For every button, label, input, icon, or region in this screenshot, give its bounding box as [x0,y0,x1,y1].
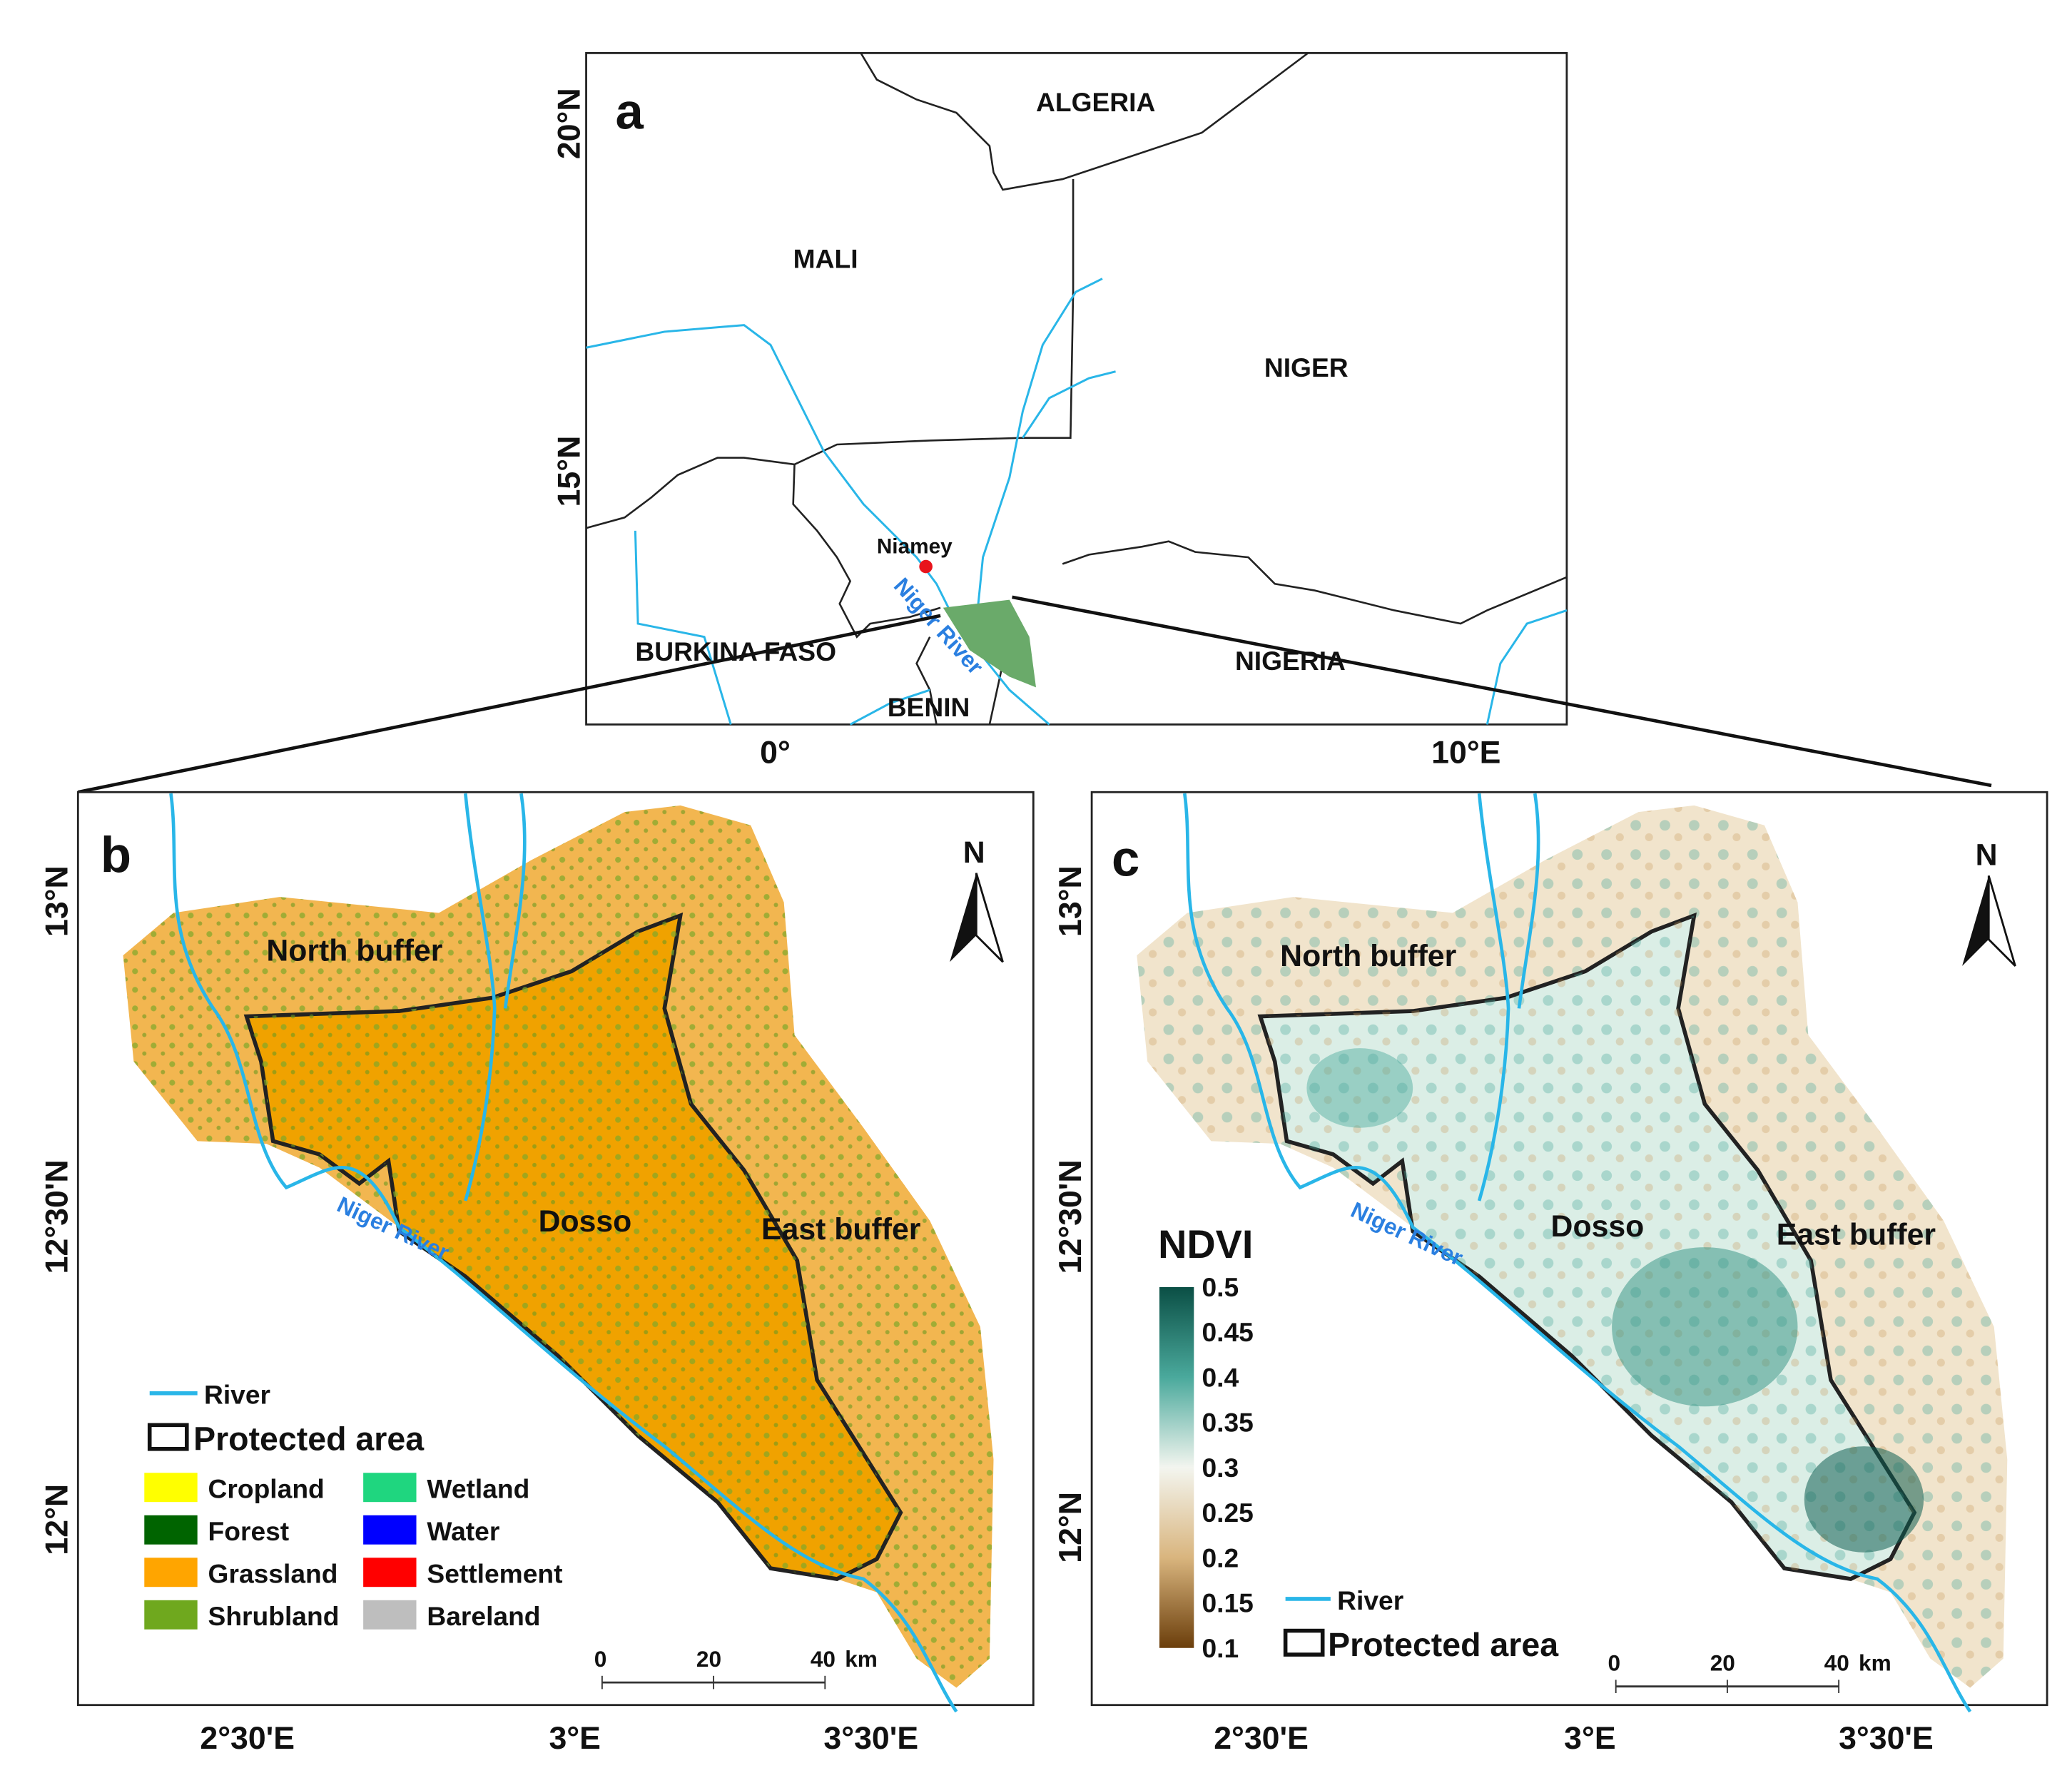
colorbar-tick-label: 0.5 [1202,1272,1239,1302]
north-arrow-letter: N [1976,838,1998,873]
north-arrow-letter: N [963,835,985,870]
tick-2-30e: 2°30'E [1214,1721,1309,1756]
legend-swatch-cropland [144,1473,198,1503]
colorbar-tick-label: 0.4 [1202,1362,1239,1392]
legend-swatch-forest [144,1515,198,1545]
legend-label-water: Water [427,1516,499,1546]
zoom-line-left [77,614,941,794]
tick-10e: 10°E [1431,735,1500,770]
scale-unit: km [845,1646,878,1672]
scale-20: 20 [1710,1650,1735,1675]
colorbar-title: NDVI [1158,1221,1253,1266]
panel-a-label: a [615,83,644,139]
legend-swatch-settlement [363,1558,417,1588]
tick-3-30e: 3°30'E [1839,1721,1934,1756]
label-dosso: Dosso [1551,1209,1645,1244]
legend-protected-swatch [1283,1628,1325,1657]
tick-13n: 13°N [1053,865,1088,937]
legend-river: River [204,1380,270,1410]
legend-label-wetland: Wetland [427,1474,529,1504]
scale-40: 40 [811,1646,836,1672]
label-east-buffer: East buffer [1777,1217,1936,1251]
scale-0: 0 [1608,1650,1621,1675]
legend-label-bareland: Bareland [427,1601,540,1631]
tick-3e: 3°E [549,1721,600,1756]
legend-river: River [1337,1585,1403,1615]
colorbar-tick-label: 0.1 [1202,1633,1239,1663]
scale-20: 20 [696,1646,721,1672]
label-algeria: ALGERIA [1036,87,1155,117]
colorbar-gradient [1159,1286,1194,1648]
tick-20n: 20°N [552,88,586,159]
legend-label-forest: Forest [208,1516,290,1546]
panel-a-overview-map: a ALGERIA MALI NIGER BURKINA FASO NIGERI… [77,51,1992,794]
tick-0: 0° [760,735,791,770]
zoom-line-right [1012,595,1992,788]
legend-label-settlement: Settlement [427,1559,562,1589]
colorbar-tick-label: 0.15 [1202,1588,1253,1618]
tick-12-30n: 12°30'N [1053,1159,1088,1274]
panel-b-label: b [101,826,131,883]
high-ndvi-patch [1804,1446,1924,1553]
label-burkina-faso: BURKINA FASO [635,636,836,666]
legend-label-cropland: Cropland [208,1474,325,1504]
scale-40: 40 [1824,1650,1849,1675]
tick-13n: 13°N [39,865,74,937]
colorbar-tick-label: 0.45 [1202,1317,1253,1347]
tick-12n: 12°N [1053,1492,1088,1563]
legend-swatch-water [363,1515,417,1545]
legend-swatch-grassland [144,1558,198,1588]
scale-unit: km [1859,1650,1891,1675]
panel-c-ndvi-map: c North buffer Dosso East buffer Niger R… [1053,791,2048,1756]
legend-swatch-shrubland [144,1600,198,1630]
label-benin: BENIN [888,692,970,722]
legend-protected-swatch [147,1423,189,1451]
legend-label-shrubland: Shrubland [208,1601,340,1631]
scale-bar: 0 20 40 km [1608,1650,1891,1693]
legend: River Protected area Cropland Wetland Fore… [144,1380,563,1631]
ndvi-colorbar: NDVI 0.5 0.45 0.4 0.35 0.3 0.25 0.2 0.15 0.1 [1158,1221,1254,1663]
label-mali: MALI [793,244,858,274]
scale-bar: 0 20 40 km [594,1646,878,1690]
legend-protected-area: Protected area [193,1421,425,1458]
panel-c-label: c [1112,830,1139,886]
legend-label-grassland: Grassland [208,1559,338,1589]
legend-protected-area: Protected area [1328,1626,1559,1663]
north-arrow-icon [950,873,977,962]
label-north-buffer: North buffer [266,933,442,967]
north-arrow: N [950,835,1004,963]
colorbar-tick-label: 0.3 [1202,1453,1239,1483]
label-dosso: Dosso [539,1204,632,1239]
legend-swatch-wetland [363,1473,417,1503]
label-north-buffer: North buffer [1280,939,1456,973]
tick-15n: 15°N [552,436,586,507]
high-ndvi-patch [1612,1247,1798,1407]
high-ndvi-patch [1306,1048,1413,1128]
panel-b-landcover-map: b North buffer Dosso East buffer Niger R… [39,791,1035,1756]
panel-a-frame [585,51,1568,726]
label-niamey: Niamey [877,534,953,558]
tick-3-30e: 3°30'E [823,1721,918,1756]
niamey-marker [919,559,933,574]
tick-2-30e: 2°30'E [200,1721,295,1756]
colorbar-tick-label: 0.2 [1202,1543,1239,1573]
label-east-buffer: East buffer [761,1212,920,1246]
scale-0: 0 [594,1646,607,1672]
study-area-highlight [943,599,1036,688]
label-niger: NIGER [1264,352,1349,382]
tick-12n: 12°N [39,1484,74,1555]
colorbar-tick-label: 0.25 [1202,1498,1253,1528]
tick-12-30n: 12°30'N [39,1159,74,1274]
tick-3e: 3°E [1564,1721,1615,1756]
colorbar-tick-label: 0.35 [1202,1408,1253,1438]
legend-swatch-bareland [363,1600,417,1630]
